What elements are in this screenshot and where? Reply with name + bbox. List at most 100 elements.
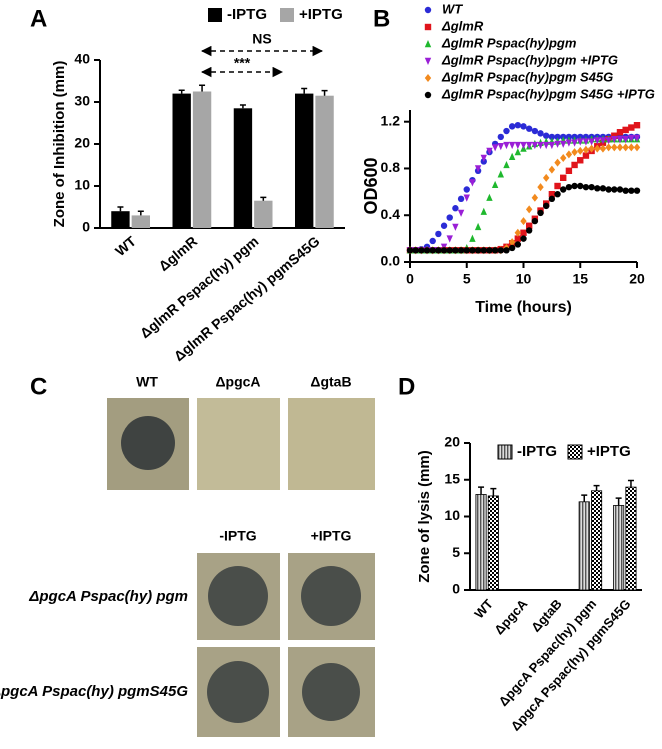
lysis-zone	[301, 566, 361, 626]
data-point	[560, 153, 567, 162]
column-label: WT	[136, 374, 158, 390]
data-point	[497, 133, 504, 141]
y-tick-label: 20	[74, 135, 90, 151]
data-point	[491, 247, 499, 254]
data-point	[503, 247, 510, 254]
data-point	[577, 182, 584, 190]
data-point	[616, 136, 624, 144]
legend-label: ΔglmR Pspac(hy)pgm S45G	[441, 69, 613, 84]
data-point	[503, 141, 510, 150]
x-tick-label: WT	[471, 596, 496, 621]
data-point	[457, 247, 465, 254]
data-point	[508, 244, 516, 252]
data-point	[429, 247, 436, 254]
error-bar	[260, 196, 267, 201]
x-tick-label: WT	[112, 233, 139, 260]
data-point	[446, 247, 453, 254]
x-tick-label: 15	[572, 271, 588, 287]
data-point	[588, 138, 595, 146]
y-tick-label: 0.4	[381, 206, 401, 222]
x-tick-label: 10	[516, 271, 532, 287]
data-point	[531, 127, 539, 135]
panel-label: A	[30, 5, 47, 32]
data-point	[435, 230, 442, 238]
data-point	[605, 143, 612, 152]
x-tick-label: 5	[463, 271, 471, 287]
data-point	[571, 182, 578, 190]
data-point	[480, 207, 487, 215]
data-point	[531, 217, 539, 225]
data-point	[565, 183, 573, 191]
data-point	[520, 229, 527, 236]
legend-label: ΔglmR Pspac(hy)pgm S45G +IPTG	[441, 86, 655, 101]
error-bar	[239, 104, 246, 109]
data-point	[599, 137, 607, 145]
data-point	[474, 247, 482, 254]
bar	[192, 91, 212, 228]
error-bar	[301, 87, 308, 94]
panel-label: C	[30, 373, 47, 400]
data-point	[560, 186, 567, 193]
data-point	[599, 144, 607, 153]
lysis-zone	[208, 566, 268, 626]
data-point	[486, 247, 493, 254]
data-point	[577, 157, 584, 164]
y-tick-label: 0	[82, 219, 90, 235]
error-bar	[593, 484, 600, 491]
data-point	[514, 141, 522, 150]
data-point	[435, 247, 442, 254]
data-point	[497, 143, 504, 151]
legend-label: -IPTG	[227, 6, 267, 23]
data-point	[548, 141, 556, 150]
data-point	[491, 144, 499, 152]
legend-label: ΔglmR Pspac(hy)pgm	[441, 35, 577, 50]
legend-label: WT	[442, 1, 463, 16]
data-point	[423, 247, 431, 254]
data-point	[565, 139, 573, 147]
legend-swatch	[497, 444, 513, 460]
column-label: ΔpgcA	[215, 374, 260, 390]
data-point	[571, 148, 578, 157]
data-point	[520, 217, 527, 226]
data-point	[543, 202, 550, 210]
legend-marker	[424, 57, 432, 65]
y-tick-label: 20	[444, 434, 460, 450]
data-point	[599, 185, 607, 192]
legend-swatch	[280, 8, 294, 22]
data-point	[582, 145, 590, 154]
bar	[578, 501, 590, 591]
lysis-zone	[302, 663, 360, 721]
data-point	[605, 186, 612, 193]
data-point	[571, 139, 578, 147]
data-point	[628, 134, 635, 143]
data-point	[622, 126, 629, 134]
data-point	[633, 122, 641, 129]
data-point	[611, 186, 618, 193]
data-point	[452, 247, 459, 254]
error-bar	[627, 479, 634, 488]
lysis-zone	[207, 661, 269, 723]
legend-label: +IPTG	[587, 443, 631, 460]
data-point	[565, 167, 573, 174]
data-point	[457, 209, 465, 217]
data-point	[622, 136, 629, 144]
data-point	[508, 152, 516, 160]
panel-c: C WT ΔpgcA ΔgtaB -IPTG +IPTG ΔpgcA Pspac…	[0, 373, 375, 737]
data-point	[594, 185, 601, 192]
data-point	[548, 195, 556, 203]
data-point	[560, 174, 567, 182]
data-point	[525, 205, 533, 214]
y-axis-label: OD600	[361, 157, 381, 214]
data-point	[514, 122, 522, 129]
data-point	[622, 143, 629, 152]
error-bar	[199, 84, 206, 92]
data-point	[548, 190, 556, 198]
condition-label: -IPTG	[219, 528, 256, 544]
data-point	[486, 147, 493, 155]
data-point	[571, 161, 578, 169]
row-label: ΔpgcA Pspac(hy) pgm	[28, 588, 188, 605]
data-point	[514, 228, 522, 237]
bar	[591, 490, 603, 591]
data-point	[588, 183, 595, 191]
